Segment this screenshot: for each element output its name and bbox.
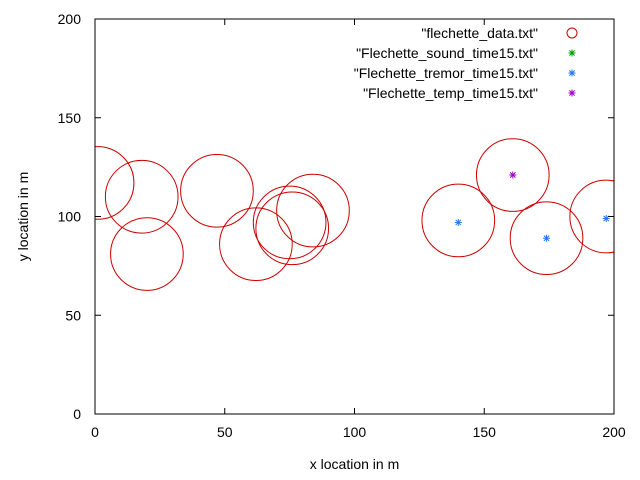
flechette-circle-point	[421, 183, 496, 258]
legend-label: "Flechette_temp_time15.txt"	[363, 85, 538, 101]
flechette-circle-point	[219, 207, 293, 281]
legend-circle-symbol	[566, 27, 578, 39]
legend-label: "Flechette_tremor_time15.txt"	[354, 65, 538, 81]
x-axis-label: x location in m	[310, 456, 399, 472]
x-tick-label: 0	[91, 424, 99, 440]
y-tick-label: 0	[73, 406, 81, 422]
flechette-circle-point	[95, 146, 135, 220]
x-tick-label: 150	[473, 424, 497, 440]
legend: "flechette_data.txt" "Flechette_sound_tim…	[354, 25, 578, 101]
axis-ticks: 0 50 100 150 200 0 50 100 150 200	[58, 11, 626, 440]
x-tick-label: 50	[217, 424, 233, 440]
flechette-circle-point	[475, 138, 550, 212]
legend-star-symbol	[568, 49, 576, 57]
x-tick-label: 200	[602, 424, 626, 440]
flechette-circle-point	[509, 201, 584, 276]
star-point	[454, 218, 462, 226]
legend-label: "Flechette_sound_time15.txt"	[356, 45, 538, 61]
flechette-circle-point	[569, 179, 614, 254]
plot-marks	[95, 138, 614, 291]
flechette-circle-point	[110, 217, 184, 291]
y-axis-label: y location in m	[15, 172, 31, 261]
legend-label: "flechette_data.txt"	[421, 25, 538, 41]
y-tick-label: 50	[65, 307, 81, 323]
y-tick-label: 200	[58, 11, 82, 27]
y-tick-label: 150	[58, 110, 82, 126]
x-tick-label: 100	[343, 424, 367, 440]
flechette-circle-point	[255, 191, 330, 266]
flechette-circle-point	[180, 153, 254, 228]
flechette-circle-point	[252, 185, 327, 260]
star-point	[602, 214, 610, 222]
plot-area	[95, 138, 614, 291]
flechette-circle-point	[276, 173, 350, 248]
y-tick-label: 100	[58, 209, 82, 225]
flechette-circle-point	[104, 159, 179, 234]
legend-star-symbol	[568, 69, 576, 77]
legend-star-symbol	[568, 89, 576, 97]
star-point	[543, 234, 551, 242]
star-point	[509, 171, 517, 179]
